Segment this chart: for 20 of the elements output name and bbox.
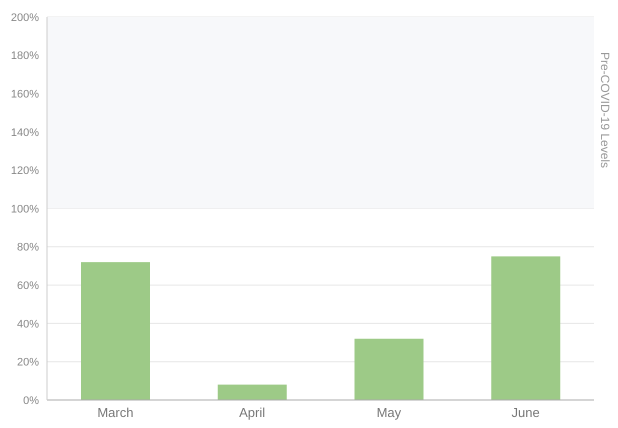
x-tick-label: June xyxy=(512,405,540,420)
bar xyxy=(491,256,560,400)
y-tick-label: 100% xyxy=(10,203,40,216)
bar xyxy=(218,384,287,400)
y-tick-label: 60% xyxy=(16,280,40,292)
y-tick-label: 140% xyxy=(10,126,40,139)
y-tick-label: 120% xyxy=(10,165,40,178)
y-tick-label: 180% xyxy=(10,50,40,62)
y-tick-label: 80% xyxy=(16,242,40,254)
x-tick-label: April xyxy=(239,405,266,420)
x-tick-label: March xyxy=(97,405,134,420)
y-tick-label: 20% xyxy=(16,356,40,369)
y-tick-label: 200% xyxy=(10,12,40,24)
y-tick-label: 40% xyxy=(16,318,40,330)
x-tick-label: May xyxy=(376,405,402,420)
y-tick-label: 0% xyxy=(23,394,40,407)
bar xyxy=(354,338,424,400)
bar xyxy=(81,262,150,400)
band-label: Pre-COVID-19 Levels xyxy=(598,52,612,168)
y-tick-label: 160% xyxy=(10,88,40,101)
